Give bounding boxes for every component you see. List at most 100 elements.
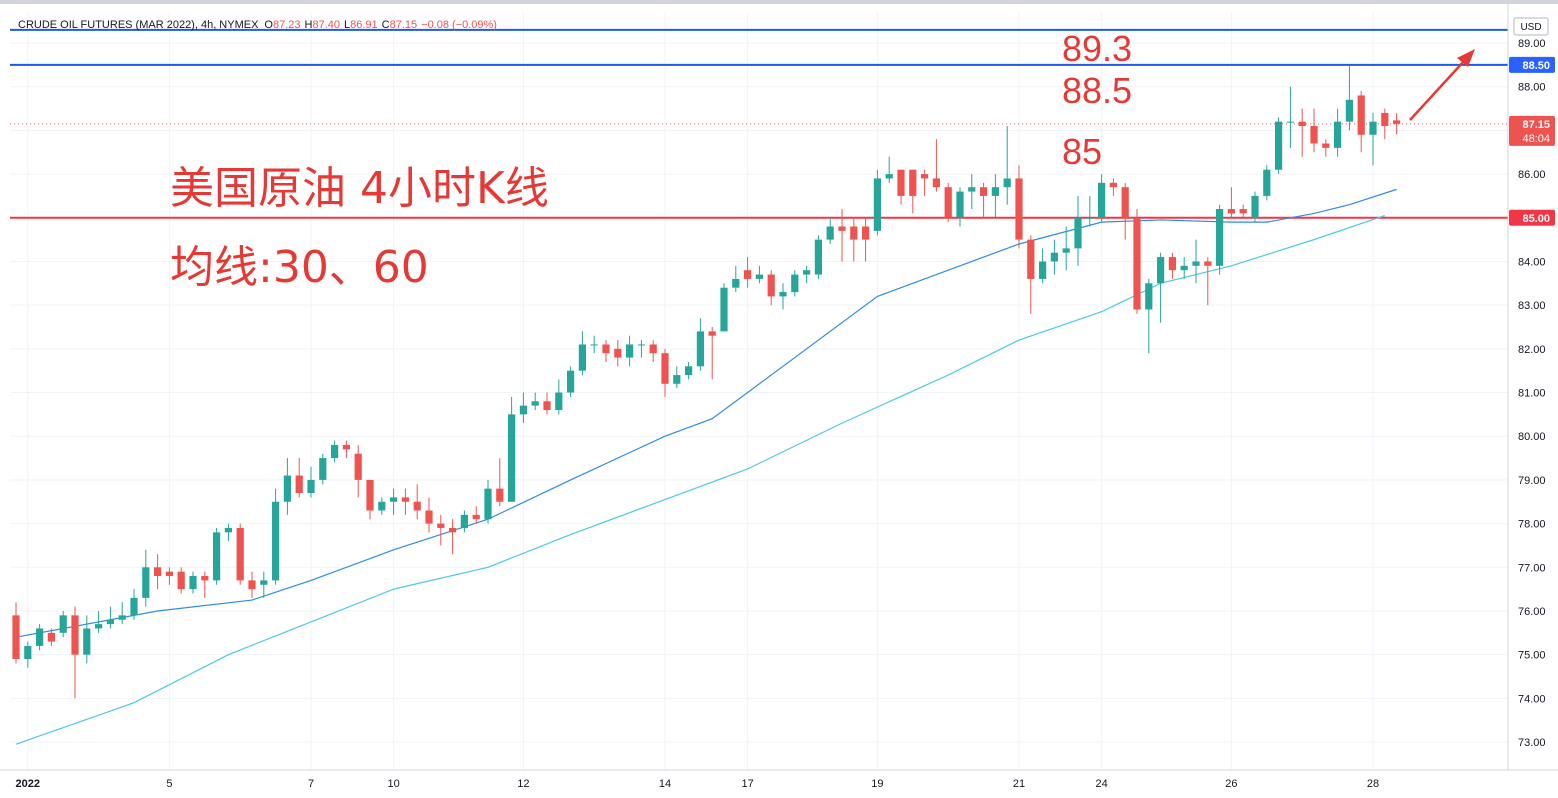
candle-body [1310, 126, 1318, 144]
candle-body [295, 475, 303, 494]
candle-body [991, 187, 999, 196]
header: CRUDE OIL FUTURES (MAR 2022), 4h, NYMEX O… [18, 19, 497, 31]
candle-body [626, 344, 634, 358]
candle-body [968, 187, 976, 192]
candle-body [1133, 217, 1141, 310]
candle-body [201, 576, 209, 581]
ohlc-label: H [305, 19, 313, 31]
price-label: 87.15 [1522, 119, 1550, 131]
candle-body [814, 239, 822, 275]
y-tick-label: 81.00 [1518, 388, 1546, 400]
annotation: 均线:30、60 [170, 242, 429, 293]
price-label-box [1509, 56, 1555, 73]
candle-body [1003, 178, 1011, 188]
y-tick-label: 84.00 [1518, 256, 1546, 268]
candle-body [1216, 209, 1224, 266]
top-border [0, 0, 1558, 4]
candle-body [413, 501, 421, 511]
candle-body [118, 615, 126, 620]
candle-body [496, 488, 504, 502]
candle-body [319, 458, 327, 480]
candle-body [1121, 187, 1129, 218]
candle-body [24, 645, 32, 660]
candle-body [165, 571, 173, 577]
candle-body [142, 567, 150, 598]
y-tick-label: 83.00 [1518, 300, 1546, 312]
candle-body [1204, 261, 1212, 266]
candle-body [767, 274, 775, 297]
candle-body [590, 344, 598, 346]
ohlc-label: C [382, 19, 390, 31]
candle-body [260, 580, 268, 585]
candle-body [921, 174, 929, 179]
x-tick-label: 14 [659, 778, 671, 790]
currency-box [1513, 17, 1549, 36]
candle-body [720, 287, 728, 332]
candle-body [732, 278, 740, 288]
candle-body [519, 405, 527, 415]
candle-body [484, 488, 492, 520]
y-tick-label: 86.00 [1518, 169, 1546, 181]
candle-body [12, 615, 20, 660]
y-tick-label: 75.00 [1518, 650, 1546, 662]
candle-body [1369, 121, 1377, 135]
candle-body [425, 510, 433, 524]
candle-body [189, 576, 197, 590]
y-tick-label: 78.00 [1518, 519, 1546, 531]
y-tick-label: 77.00 [1518, 562, 1546, 574]
price-label-countdown: 48:04 [1522, 133, 1550, 145]
candle-body [862, 226, 870, 240]
candle-body [696, 331, 704, 367]
y-tick-label: 79.00 [1518, 475, 1546, 487]
candle-body [1275, 121, 1283, 170]
x-tick-label: 12 [517, 778, 529, 790]
candle-body [1192, 261, 1200, 266]
candle-body [873, 178, 881, 231]
price-label: 85.00 [1522, 213, 1550, 225]
header-title: CRUDE OIL FUTURES (MAR 2022), 4h, NYMEX [18, 19, 259, 31]
candle-body [1286, 121, 1294, 123]
candle-body [980, 187, 988, 196]
candle-body [708, 331, 716, 336]
candle-body [791, 274, 799, 293]
candle-body [95, 624, 103, 629]
change: −0.08 (−0.09%) [421, 19, 497, 31]
candle-body [401, 497, 409, 502]
candle-body [1322, 143, 1330, 148]
candle-body [838, 226, 846, 231]
price-label-box [1509, 209, 1555, 226]
candle-body [885, 174, 893, 179]
candle-body [248, 580, 256, 590]
ohlc-value: 87.40 [312, 19, 340, 31]
currency: USD [1520, 22, 1541, 33]
y-tick-label: 73.00 [1518, 737, 1546, 749]
candle-body [437, 523, 445, 528]
candle-body [354, 453, 362, 480]
candle-body [366, 479, 374, 511]
candle-body [1345, 99, 1353, 122]
candle-body [1074, 217, 1082, 249]
candle-body [543, 401, 551, 411]
candle-body [1050, 252, 1058, 262]
candle-body [1168, 257, 1176, 271]
candle-body [779, 292, 787, 297]
candle-body [71, 615, 79, 655]
candle-body [531, 401, 539, 406]
candle-body [1381, 112, 1389, 127]
candle-body [850, 226, 858, 240]
candle-body [1263, 169, 1271, 196]
annotation: 85 [1062, 131, 1102, 172]
x-tick-label: 19 [871, 778, 883, 790]
candle-body [331, 444, 339, 459]
candle-body [932, 178, 940, 188]
candle-body [614, 348, 622, 358]
candle-body [508, 414, 516, 502]
candle-body [342, 444, 350, 450]
candle-body [1157, 257, 1165, 284]
candle-body [460, 514, 468, 528]
candle-body [897, 169, 905, 196]
candle-body [236, 527, 244, 581]
candle-body [685, 366, 693, 376]
